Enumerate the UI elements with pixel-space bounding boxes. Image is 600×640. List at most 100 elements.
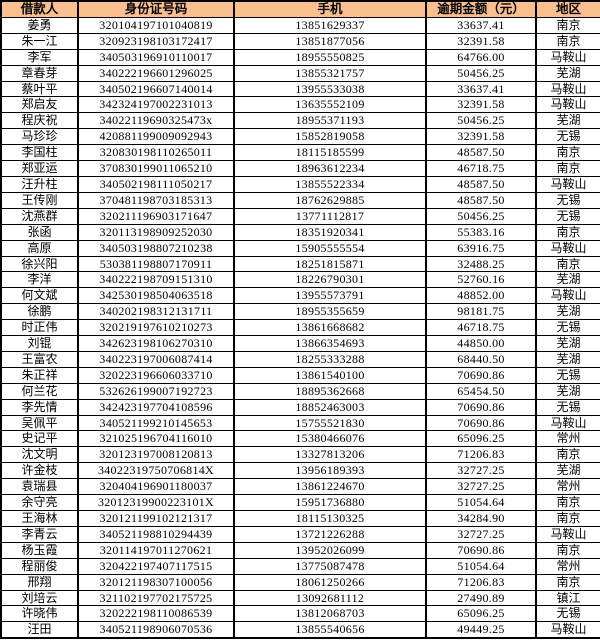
cell-borrower-name[interactable]: 刘培云	[0, 589, 79, 607]
cell-amount[interactable]: 70690.86	[425, 398, 537, 416]
cell-region[interactable]: 南京	[535, 541, 600, 559]
cell-amount[interactable]: 50456.25	[425, 64, 537, 82]
cell-amount[interactable]: 32391.58	[425, 32, 537, 50]
cell-id-number[interactable]: 320222198110086539	[77, 605, 235, 623]
cell-phone[interactable]: 13861540100	[233, 366, 427, 384]
cell-id-number[interactable]: 32012319900223101X	[77, 494, 235, 511]
cell-region[interactable]: 芜湖	[535, 350, 600, 368]
cell-borrower-name[interactable]: 郑亚运	[0, 160, 79, 177]
cell-borrower-name[interactable]: 徐兴阳	[0, 255, 79, 273]
cell-phone[interactable]: 13851629337	[233, 16, 427, 34]
cell-amount[interactable]: 64766.00	[425, 48, 537, 66]
cell-phone[interactable]: 13866354693	[233, 335, 427, 352]
cell-amount[interactable]: 33637.41	[425, 80, 537, 98]
cell-id-number[interactable]: 340222196601296025	[77, 64, 235, 82]
cell-phone[interactable]: 13771112817	[233, 207, 427, 225]
cell-id-number[interactable]: 340521198810294439	[77, 525, 235, 543]
cell-region[interactable]: 马鞍山	[535, 525, 600, 543]
cell-borrower-name[interactable]: 沈燕群	[0, 207, 79, 225]
cell-amount[interactable]: 70690.86	[425, 541, 537, 559]
cell-region[interactable]: 南京	[535, 573, 600, 591]
col-header-phone[interactable]: 手机	[233, 0, 427, 18]
cell-amount[interactable]: 48587.50	[425, 175, 537, 193]
cell-borrower-name[interactable]: 郑启友	[0, 96, 79, 114]
cell-region[interactable]: 无锡	[535, 191, 600, 209]
cell-region[interactable]: 无锡	[535, 398, 600, 416]
cell-region[interactable]: 马鞍山	[535, 48, 600, 66]
cell-id-number[interactable]: 320121198307100056	[77, 573, 235, 591]
cell-borrower-name[interactable]: 王海林	[0, 510, 79, 527]
cell-borrower-name[interactable]: 徐鹏	[0, 303, 79, 321]
cell-amount[interactable]: 51054.64	[425, 557, 537, 575]
cell-amount[interactable]: 68440.50	[425, 350, 537, 368]
cell-region[interactable]: 马鞍山	[535, 96, 600, 114]
cell-phone[interactable]: 18115130325	[233, 510, 427, 527]
cell-borrower-name[interactable]: 朱正祥	[0, 366, 79, 384]
cell-borrower-name[interactable]: 许晓伟	[0, 605, 79, 623]
cell-region[interactable]: 芜湖	[535, 64, 600, 82]
cell-borrower-name[interactable]: 汪升柱	[0, 175, 79, 193]
cell-amount[interactable]: 49449.25	[425, 621, 537, 639]
cell-id-number[interactable]: 370481198703185313	[77, 191, 235, 209]
cell-amount[interactable]: 65096.25	[425, 605, 537, 623]
cell-region[interactable]: 无锡	[535, 207, 600, 225]
cell-phone[interactable]: 13855540656	[233, 621, 427, 639]
cell-borrower-name[interactable]: 袁瑞县	[0, 478, 79, 496]
cell-id-number[interactable]: 320121199102121317	[77, 510, 235, 527]
cell-phone[interactable]: 15755521830	[233, 414, 427, 432]
cell-id-number[interactable]: 34022119690325473x	[77, 112, 235, 130]
cell-id-number[interactable]: 342423197704108596	[77, 398, 235, 416]
cell-region[interactable]: 南京	[535, 510, 600, 527]
cell-borrower-name[interactable]: 蔡叶平	[0, 80, 79, 98]
cell-borrower-name[interactable]: 王富农	[0, 350, 79, 368]
cell-phone[interactable]: 13952026099	[233, 541, 427, 559]
col-header-region[interactable]: 地区	[535, 0, 600, 18]
cell-phone[interactable]: 13812068703	[233, 605, 427, 623]
cell-region[interactable]: 南京	[535, 255, 600, 273]
cell-amount[interactable]: 65454.50	[425, 382, 537, 400]
cell-id-number[interactable]: 340222198709151310	[77, 271, 235, 289]
cell-id-number[interactable]: 340202198312131711	[77, 303, 235, 321]
cell-borrower-name[interactable]: 张函	[0, 223, 79, 241]
cell-region[interactable]: 无锡	[535, 319, 600, 337]
cell-region[interactable]: 无锡	[535, 128, 600, 146]
col-header-amount[interactable]: 逾期金额（元）	[425, 0, 537, 18]
cell-region[interactable]: 马鞍山	[535, 621, 600, 639]
cell-region[interactable]: 南京	[535, 16, 600, 34]
cell-borrower-name[interactable]: 余守亮	[0, 494, 79, 511]
cell-amount[interactable]: 98181.75	[425, 303, 537, 321]
cell-borrower-name[interactable]: 杨玉霞	[0, 541, 79, 559]
cell-borrower-name[interactable]: 邢翔	[0, 573, 79, 591]
cell-region[interactable]: 芜湖	[535, 112, 600, 130]
cell-region[interactable]: 南京	[535, 144, 600, 162]
cell-region[interactable]: 芜湖	[535, 382, 600, 400]
cell-region[interactable]: 马鞍山	[535, 80, 600, 98]
cell-borrower-name[interactable]: 程庆祝	[0, 112, 79, 130]
cell-borrower-name[interactable]: 刘锟	[0, 335, 79, 352]
cell-phone[interactable]: 13861224670	[233, 478, 427, 496]
cell-id-number[interactable]: 320113198909252030	[77, 223, 235, 241]
cell-amount[interactable]: 27490.89	[425, 589, 537, 607]
cell-phone[interactable]: 15380466076	[233, 430, 427, 448]
cell-phone[interactable]: 18895362668	[233, 382, 427, 400]
cell-amount[interactable]: 48587.50	[425, 144, 537, 162]
cell-id-number[interactable]: 320219197610210273	[77, 319, 235, 337]
cell-amount[interactable]: 32488.25	[425, 255, 537, 273]
cell-id-number[interactable]: 340521199210145653	[77, 414, 235, 432]
cell-borrower-name[interactable]: 王传刚	[0, 191, 79, 209]
cell-region[interactable]: 南京	[535, 223, 600, 241]
cell-id-number[interactable]: 320104197101040819	[77, 16, 235, 34]
cell-phone[interactable]: 18255333288	[233, 350, 427, 368]
cell-phone[interactable]: 13092681112	[233, 589, 427, 607]
cell-region[interactable]: 无锡	[535, 366, 600, 384]
cell-phone[interactable]: 18955355659	[233, 303, 427, 321]
cell-borrower-name[interactable]: 李洋	[0, 271, 79, 289]
cell-region[interactable]: 马鞍山	[535, 287, 600, 305]
cell-id-number[interactable]: 342623198106270310	[77, 335, 235, 352]
cell-phone[interactable]: 13855522334	[233, 175, 427, 193]
cell-amount[interactable]: 46718.75	[425, 160, 537, 177]
cell-phone[interactable]: 18351920341	[233, 223, 427, 241]
cell-borrower-name[interactable]: 时正伟	[0, 319, 79, 337]
cell-id-number[interactable]: 532626199007192723	[77, 382, 235, 400]
cell-phone[interactable]: 18061250266	[233, 573, 427, 591]
